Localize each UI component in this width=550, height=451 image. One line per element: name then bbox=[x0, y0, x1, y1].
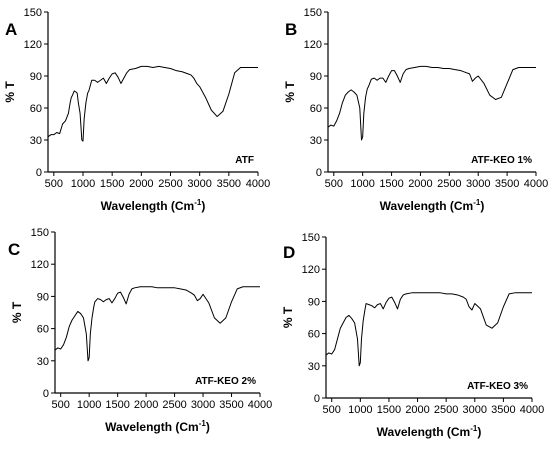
x-tick-label: 2000 bbox=[134, 399, 158, 411]
x-tick-label: 3500 bbox=[219, 399, 243, 411]
chart-panel-a: 0 30 60 90 120 150 500 1000 1500 2000 2500 3000 3500… bbox=[3, 7, 270, 213]
x-axis-label: Wavelength (Cm-1) bbox=[377, 424, 482, 439]
x-tick-label: 3000 bbox=[187, 178, 211, 190]
x-tick-label: 1000 bbox=[71, 178, 95, 190]
x-tick-label: 1500 bbox=[105, 399, 129, 411]
x-axis-label-close: ) bbox=[477, 425, 481, 439]
sample-annotation: ATF bbox=[235, 155, 254, 166]
x-axis-label-close: ) bbox=[206, 420, 210, 434]
y-axis-label: % T bbox=[10, 301, 24, 323]
y-tick-label: 150 bbox=[304, 7, 322, 19]
y-tick-label: 60 bbox=[30, 103, 42, 115]
x-axis-label-main: Wavelength (Cm bbox=[105, 420, 199, 434]
y-tick-label: 120 bbox=[302, 264, 320, 276]
x-tick-label: 2000 bbox=[408, 178, 432, 190]
y-tick-label: 60 bbox=[37, 324, 49, 336]
x-tick-label: 1500 bbox=[100, 178, 124, 190]
spectrum-line bbox=[47, 65, 258, 142]
y-tick-label: 90 bbox=[308, 296, 320, 308]
x-tick-label: 4000 bbox=[246, 178, 270, 190]
x-tick-label: 2000 bbox=[405, 404, 429, 416]
sample-annotation: ATF-KEO 3% bbox=[467, 381, 528, 392]
x-axis-label: Wavelength (Cm-1) bbox=[380, 198, 485, 213]
y-tick-label: 120 bbox=[31, 259, 49, 271]
x-tick-label: 3000 bbox=[463, 404, 487, 416]
panel-label: C bbox=[8, 240, 20, 259]
sample-annotation: ATF-KEO 1% bbox=[471, 155, 532, 166]
x-tick-label: 1000 bbox=[348, 404, 372, 416]
y-tick-label: 30 bbox=[37, 356, 49, 368]
y-tick-label: 60 bbox=[310, 103, 322, 115]
y-tick-label: 0 bbox=[314, 393, 320, 405]
x-axis-label-superscript: -1 bbox=[473, 198, 481, 207]
x-tick-label: 500 bbox=[325, 178, 343, 190]
chart-panel-b: 0 30 60 90 120 150 500 1000 1500 2000 2500 3000 3500… bbox=[283, 7, 548, 213]
x-tick-label: 1500 bbox=[379, 178, 403, 190]
x-axis-label-close: ) bbox=[201, 199, 205, 213]
x-axis-label-superscript: -1 bbox=[470, 424, 478, 433]
y-tick-label: 30 bbox=[310, 135, 322, 147]
y-tick-label: 150 bbox=[24, 7, 42, 19]
x-tick-label: 2500 bbox=[434, 404, 458, 416]
y-tick-label: 30 bbox=[30, 135, 42, 147]
x-tick-label: 3500 bbox=[491, 404, 515, 416]
x-tick-label: 4000 bbox=[524, 178, 548, 190]
spectrum-line bbox=[54, 286, 260, 362]
y-tick-label: 90 bbox=[30, 71, 42, 83]
x-axis-label-superscript: -1 bbox=[194, 198, 202, 207]
x-tick-label: 4000 bbox=[248, 399, 272, 411]
x-tick-label: 2000 bbox=[129, 178, 153, 190]
x-tick-label: 3500 bbox=[495, 178, 519, 190]
x-tick-label: 3500 bbox=[217, 178, 241, 190]
spectrum-line bbox=[327, 65, 536, 141]
y-tick-label: 120 bbox=[304, 39, 322, 51]
panel-label: A bbox=[5, 20, 17, 39]
y-tick-label: 30 bbox=[308, 361, 320, 373]
y-tick-label: 0 bbox=[43, 388, 49, 400]
x-axis-label-close: ) bbox=[480, 199, 484, 213]
y-tick-label: 0 bbox=[36, 167, 42, 179]
y-axis-label: % T bbox=[281, 306, 295, 328]
chart-panel-d: 0 30 60 90 120 150 500 1000 1500 2000 2500 3000 3500… bbox=[281, 232, 544, 439]
spectrum-line bbox=[325, 292, 532, 367]
x-tick-label: 500 bbox=[45, 178, 63, 190]
y-tick-label: 90 bbox=[37, 291, 49, 303]
x-axis-label-main: Wavelength (Cm bbox=[101, 199, 195, 213]
panel-label: B bbox=[285, 20, 297, 39]
x-axis-label-main: Wavelength (Cm bbox=[380, 199, 474, 213]
x-axis-label: Wavelength (Cm-1) bbox=[101, 198, 206, 213]
y-axis-label: % T bbox=[283, 81, 297, 103]
y-tick-label: 60 bbox=[308, 329, 320, 341]
x-tick-label: 3000 bbox=[466, 178, 490, 190]
x-axis-label-main: Wavelength (Cm bbox=[377, 425, 471, 439]
x-tick-label: 2500 bbox=[158, 178, 182, 190]
x-tick-label: 500 bbox=[52, 399, 70, 411]
y-axis-label: % T bbox=[3, 81, 17, 103]
x-axis-label-superscript: -1 bbox=[199, 419, 207, 428]
y-tick-label: 120 bbox=[24, 39, 42, 51]
chart-panel-c: 0 30 60 90 120 150 500 1000 1500 2000 2500 3000 3500… bbox=[8, 227, 272, 434]
panel-label: D bbox=[283, 243, 295, 262]
x-tick-label: 2500 bbox=[437, 178, 461, 190]
x-tick-label: 1000 bbox=[350, 178, 374, 190]
x-tick-label: 1000 bbox=[77, 399, 101, 411]
x-tick-label: 1500 bbox=[377, 404, 401, 416]
x-tick-label: 500 bbox=[323, 404, 341, 416]
y-tick-label: 0 bbox=[316, 167, 322, 179]
x-tick-label: 3000 bbox=[191, 399, 215, 411]
y-tick-label: 150 bbox=[31, 227, 49, 239]
y-tick-label: 150 bbox=[302, 232, 320, 244]
x-tick-label: 4000 bbox=[520, 404, 544, 416]
sample-annotation: ATF-KEO 2% bbox=[195, 376, 256, 387]
x-axis-label: Wavelength (Cm-1) bbox=[105, 419, 210, 434]
x-tick-label: 2500 bbox=[162, 399, 186, 411]
y-tick-label: 90 bbox=[310, 71, 322, 83]
